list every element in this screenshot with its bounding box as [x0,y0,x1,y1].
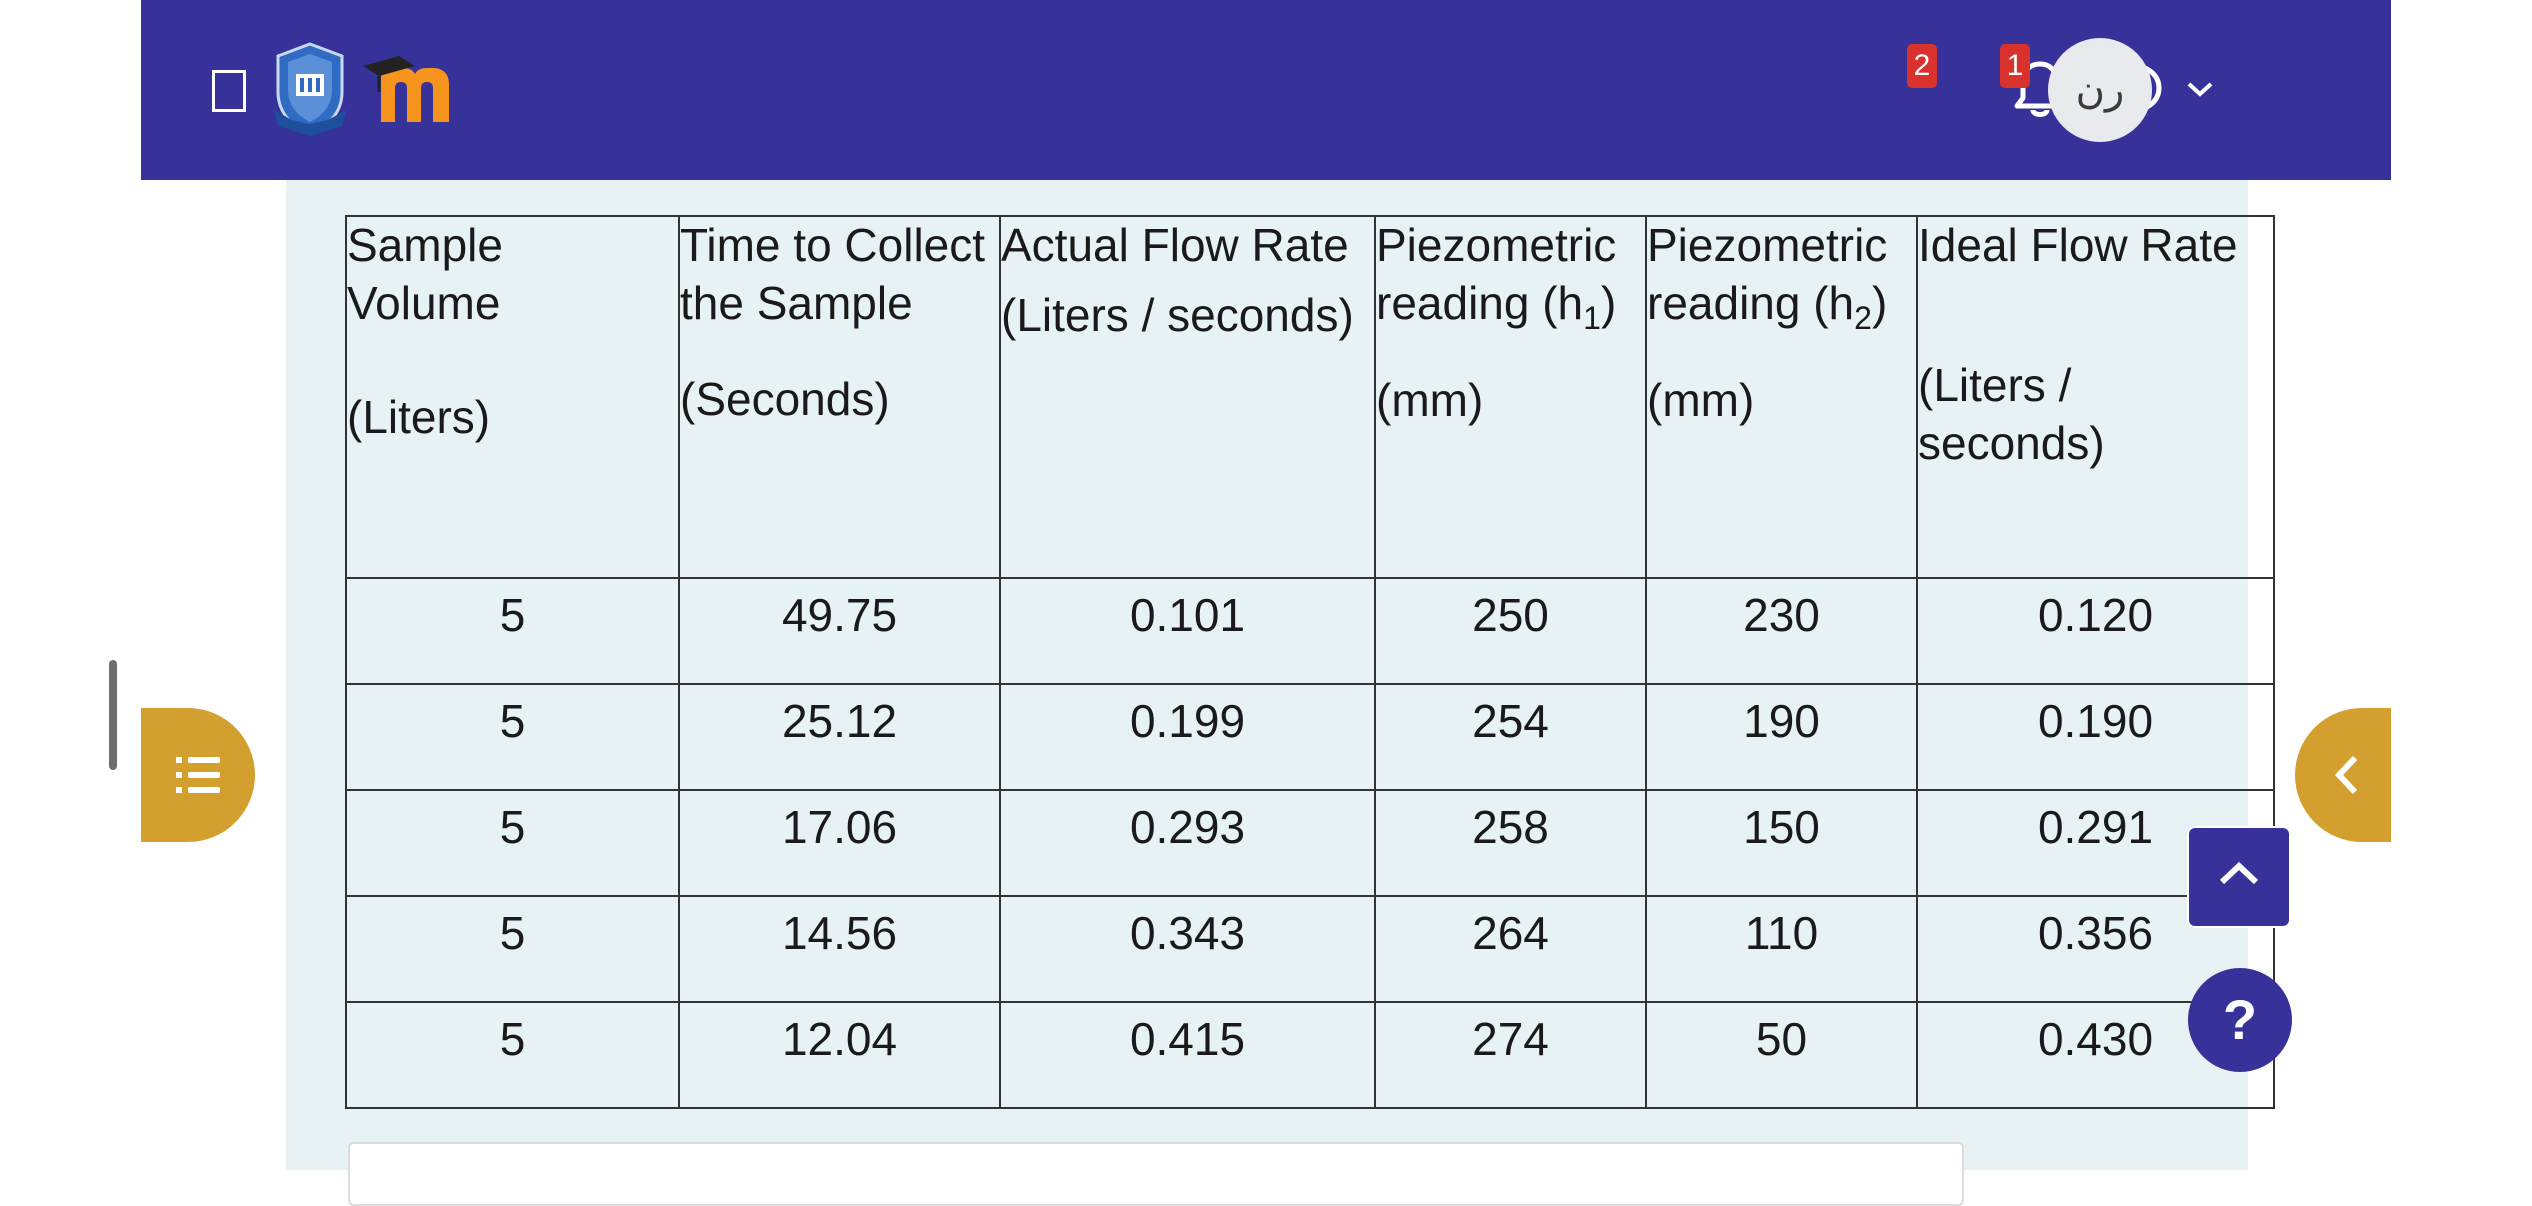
top-navbar [141,0,2391,180]
table-cell: 150 [1645,789,1918,897]
table-cell: 25.12 [678,683,1001,791]
chevron-up-icon [2219,861,2259,885]
table-row: 5 17.06 0.293 258 150 0.291 [345,789,2275,897]
table-cell: 0.101 [999,577,1376,685]
chevron-left-icon [2334,755,2358,795]
table-cell: 274 [1374,1001,1647,1109]
table-cell: 190 [1645,683,1918,791]
header-sample-volume: Sample Volume (Liters) [345,215,680,579]
notification-count-badge: 2 [1907,44,1937,88]
university-logo-icon[interactable] [272,40,348,138]
scrollbar-thumb[interactable] [109,660,117,770]
back-to-top-button[interactable] [2187,826,2291,928]
table-cell: 0.199 [999,683,1376,791]
drawer-toggle-checkbox[interactable] [212,70,246,112]
table-cell: 264 [1374,895,1647,1003]
table-cell: 0.190 [1916,683,2275,791]
message-count-badge: 1 [2000,44,2030,88]
table-cell: 5 [345,789,680,897]
header-piezometric-h2: Piezometric reading (h2) (mm) [1645,215,1918,579]
table-cell: 110 [1645,895,1918,1003]
table-cell: 5 [345,895,680,1003]
block-drawer-button[interactable] [2295,708,2391,842]
table-cell: 50 [1645,1001,1918,1109]
header-piezometric-h1: Piezometric reading (h1) (mm) [1374,215,1647,579]
table-cell: 5 [345,1001,680,1109]
table-cell: 17.06 [678,789,1001,897]
moodle-logo-icon[interactable] [359,52,457,124]
table-cell: 0.120 [1916,577,2275,685]
table-row: 5 49.75 0.101 250 230 0.120 [345,577,2275,685]
course-index-button[interactable] [141,708,255,842]
header-actual-flow-rate: Actual Flow Rate (Liters / seconds) [999,215,1376,579]
table-row: 5 12.04 0.415 274 50 0.430 [345,1001,2275,1109]
table-cell: 254 [1374,683,1647,791]
header-ideal-flow-rate: Ideal Flow Rate (Liters / seconds) [1916,215,2275,579]
table-cell: 5 [345,683,680,791]
table-cell: 14.56 [678,895,1001,1003]
table-cell: 250 [1374,577,1647,685]
table-cell: 49.75 [678,577,1001,685]
chevron-down-icon[interactable] [2185,78,2215,100]
list-icon [176,757,220,793]
table-cell: 0.343 [999,895,1376,1003]
flow-rate-table: Sample Volume (Liters) Time to Collect t… [345,215,2275,1109]
subscript-2: 2 [1854,300,1872,337]
next-content-card [348,1142,1964,1206]
table-cell: 230 [1645,577,1918,685]
table-row: 5 25.12 0.199 254 190 0.190 [345,683,2275,791]
table-cell: 0.293 [999,789,1376,897]
table-row: 5 14.56 0.343 264 110 0.356 [345,895,2275,1003]
user-avatar[interactable]: رن [2048,38,2152,142]
table-cell: 5 [345,577,680,685]
table-cell: 258 [1374,789,1647,897]
table-cell: 12.04 [678,1001,1001,1109]
table-header-row: Sample Volume (Liters) Time to Collect t… [345,215,2275,579]
header-time-to-collect: Time to Collect the Sample (Seconds) [678,215,1001,579]
table-cell: 0.415 [999,1001,1376,1109]
subscript-1: 1 [1583,300,1601,337]
help-button[interactable]: ? [2188,968,2292,1072]
